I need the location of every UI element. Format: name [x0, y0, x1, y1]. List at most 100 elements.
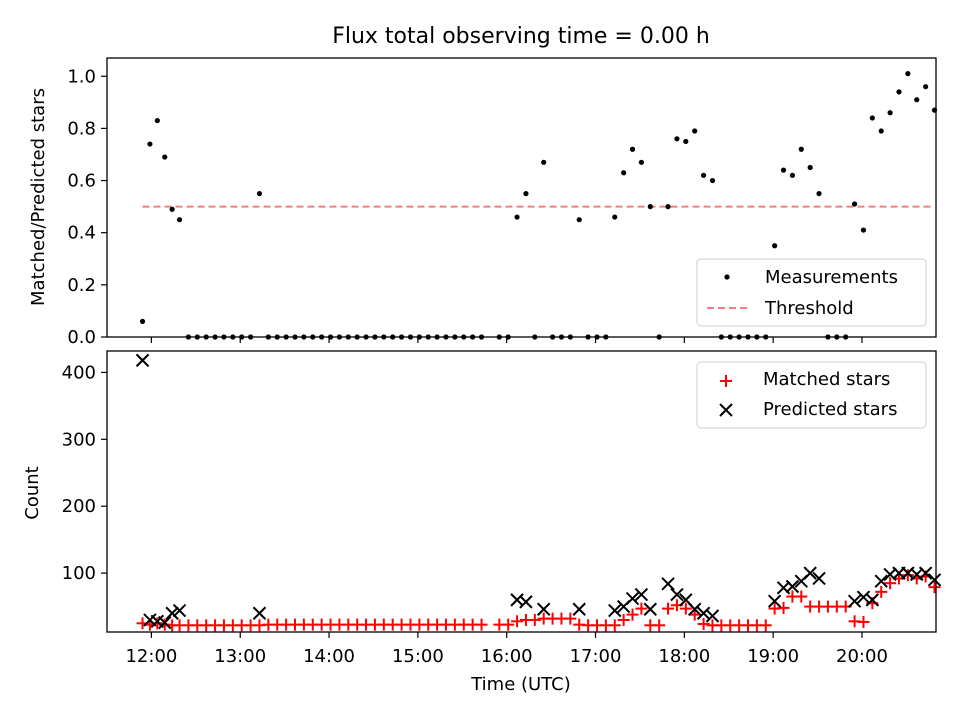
- y-tick-label: 400: [62, 362, 96, 383]
- predicted-star-point: [696, 606, 711, 620]
- y-tick-label: 0.6: [67, 171, 96, 192]
- predicted-star-point: [634, 587, 649, 602]
- y-tick-label: 100: [62, 563, 96, 584]
- matched-star-point: [795, 590, 808, 603]
- top-chart-title: Flux total observing time = 0.00 h: [332, 24, 710, 49]
- legend-matched-label: Matched stars: [763, 369, 890, 390]
- measurement-point: [629, 146, 636, 152]
- predicted-star-point: [927, 573, 942, 587]
- matched-star-point: [635, 602, 648, 615]
- measurement-point: [896, 89, 902, 95]
- bottom-plot-area: [135, 353, 942, 632]
- legend-predicted-marker: [719, 403, 733, 417]
- measurement-point: [576, 217, 582, 223]
- y-tick-label: 200: [62, 496, 96, 517]
- predicted-star-point: [172, 603, 187, 618]
- matched-star-point: [528, 613, 541, 626]
- predicted-star-point: [661, 577, 675, 591]
- measurement-point: [798, 146, 804, 152]
- predicted-star-point: [918, 566, 933, 580]
- matched-star-point: [564, 612, 577, 625]
- measurement-point: [514, 214, 520, 220]
- measurement-point: [665, 204, 671, 210]
- measurement-point: [176, 217, 183, 223]
- x-tick-label: 15:00: [392, 646, 444, 667]
- predicted-star-point: [572, 602, 586, 616]
- predicted-star-point: [158, 615, 172, 630]
- y-tick-label: 300: [62, 429, 96, 450]
- x-tick-label: 17:00: [570, 646, 622, 667]
- predicted-star-point: [874, 574, 888, 588]
- y-tick-label: 0.4: [67, 223, 96, 244]
- measurement-point: [154, 117, 160, 124]
- measurement-point: [674, 136, 680, 142]
- measurement-point: [523, 190, 529, 197]
- matched-star-point: [875, 585, 888, 598]
- legend-measurements-marker: [724, 274, 730, 280]
- measurement-point: [860, 227, 867, 233]
- measurement-point: [772, 243, 778, 249]
- x-tick-label: 12:00: [125, 646, 177, 667]
- x-tick-label: 19:00: [747, 646, 799, 667]
- measurement-point: [692, 128, 698, 134]
- bottom-x-ticks: 12:00 13:00 14:00 15:00 16:00 17:00 18:00 19:00…: [125, 632, 888, 667]
- bottom-panel: 100 200 300 400 12:00 13:00 14:00 15:00 16:00 17…: [22, 350, 942, 695]
- measurement-point: [816, 190, 822, 197]
- matched-star-point: [928, 581, 941, 594]
- predicted-star-point: [803, 566, 817, 580]
- measurement-point: [256, 190, 263, 197]
- x-tick-label: 20:00: [836, 646, 888, 667]
- measurement-point: [807, 164, 813, 171]
- measurement-point: [612, 214, 618, 220]
- measurement-point: [638, 159, 645, 165]
- x-axis-label: Time (UTC): [470, 674, 571, 695]
- legend-threshold-label: Threshold: [764, 298, 854, 319]
- predicted-star-point: [165, 606, 179, 620]
- predicted-star-point: [608, 603, 622, 618]
- matched-star-point: [901, 569, 914, 582]
- bottom-y-ticks: 100 200 300 400: [62, 362, 107, 584]
- measurement-point: [887, 110, 893, 116]
- predicted-star-point: [856, 590, 871, 604]
- top-panel: Flux total observing time = 0.00 h 0.0 0.…: [28, 24, 938, 348]
- predicted-star-point: [536, 602, 551, 616]
- measurement-point: [878, 128, 884, 134]
- measurement-point: [905, 71, 911, 77]
- measurement-point: [621, 170, 627, 176]
- predicted-star-point: [767, 594, 782, 608]
- y-tick-label: 0.8: [67, 118, 96, 139]
- x-tick-label: 18:00: [658, 646, 710, 667]
- matched-star-point: [653, 619, 666, 632]
- predicted-star-point: [705, 609, 720, 623]
- top-axes-frame: [106, 57, 937, 338]
- matched-star-point: [617, 613, 630, 626]
- matched-star-point: [777, 601, 790, 614]
- matched-star-point: [697, 617, 710, 630]
- matched-star-point: [884, 577, 897, 590]
- predicted-star-point: [643, 602, 657, 616]
- matched-star-point: [679, 602, 692, 615]
- top-legend: Measurements Threshold: [696, 258, 927, 327]
- predicted-star-point: [135, 353, 150, 368]
- top-y-ticks: 0.0 0.2 0.4 0.6 0.8 1.0: [67, 66, 107, 348]
- predicted-star-point: [847, 594, 862, 608]
- measurement-point: [789, 172, 796, 178]
- predicted-star-point: [252, 606, 267, 620]
- measurement-point: [541, 159, 547, 165]
- y-tick-label: 0.0: [67, 327, 96, 348]
- legend-matched-marker: [720, 375, 732, 387]
- matched-star-point: [502, 618, 515, 631]
- measurement-point: [169, 206, 175, 212]
- measurement-point: [923, 84, 929, 90]
- matched-star-point: [511, 615, 524, 628]
- measurement-point: [914, 97, 920, 103]
- matched-star-point: [857, 615, 870, 628]
- predicted-star-point: [865, 593, 880, 607]
- measurement-point: [162, 154, 168, 160]
- bottom-axes-frame: [106, 350, 937, 633]
- predicted-star-point: [510, 593, 524, 607]
- matched-star-point: [759, 619, 772, 632]
- measurement-point: [139, 318, 146, 324]
- predicted-star-point: [687, 602, 702, 616]
